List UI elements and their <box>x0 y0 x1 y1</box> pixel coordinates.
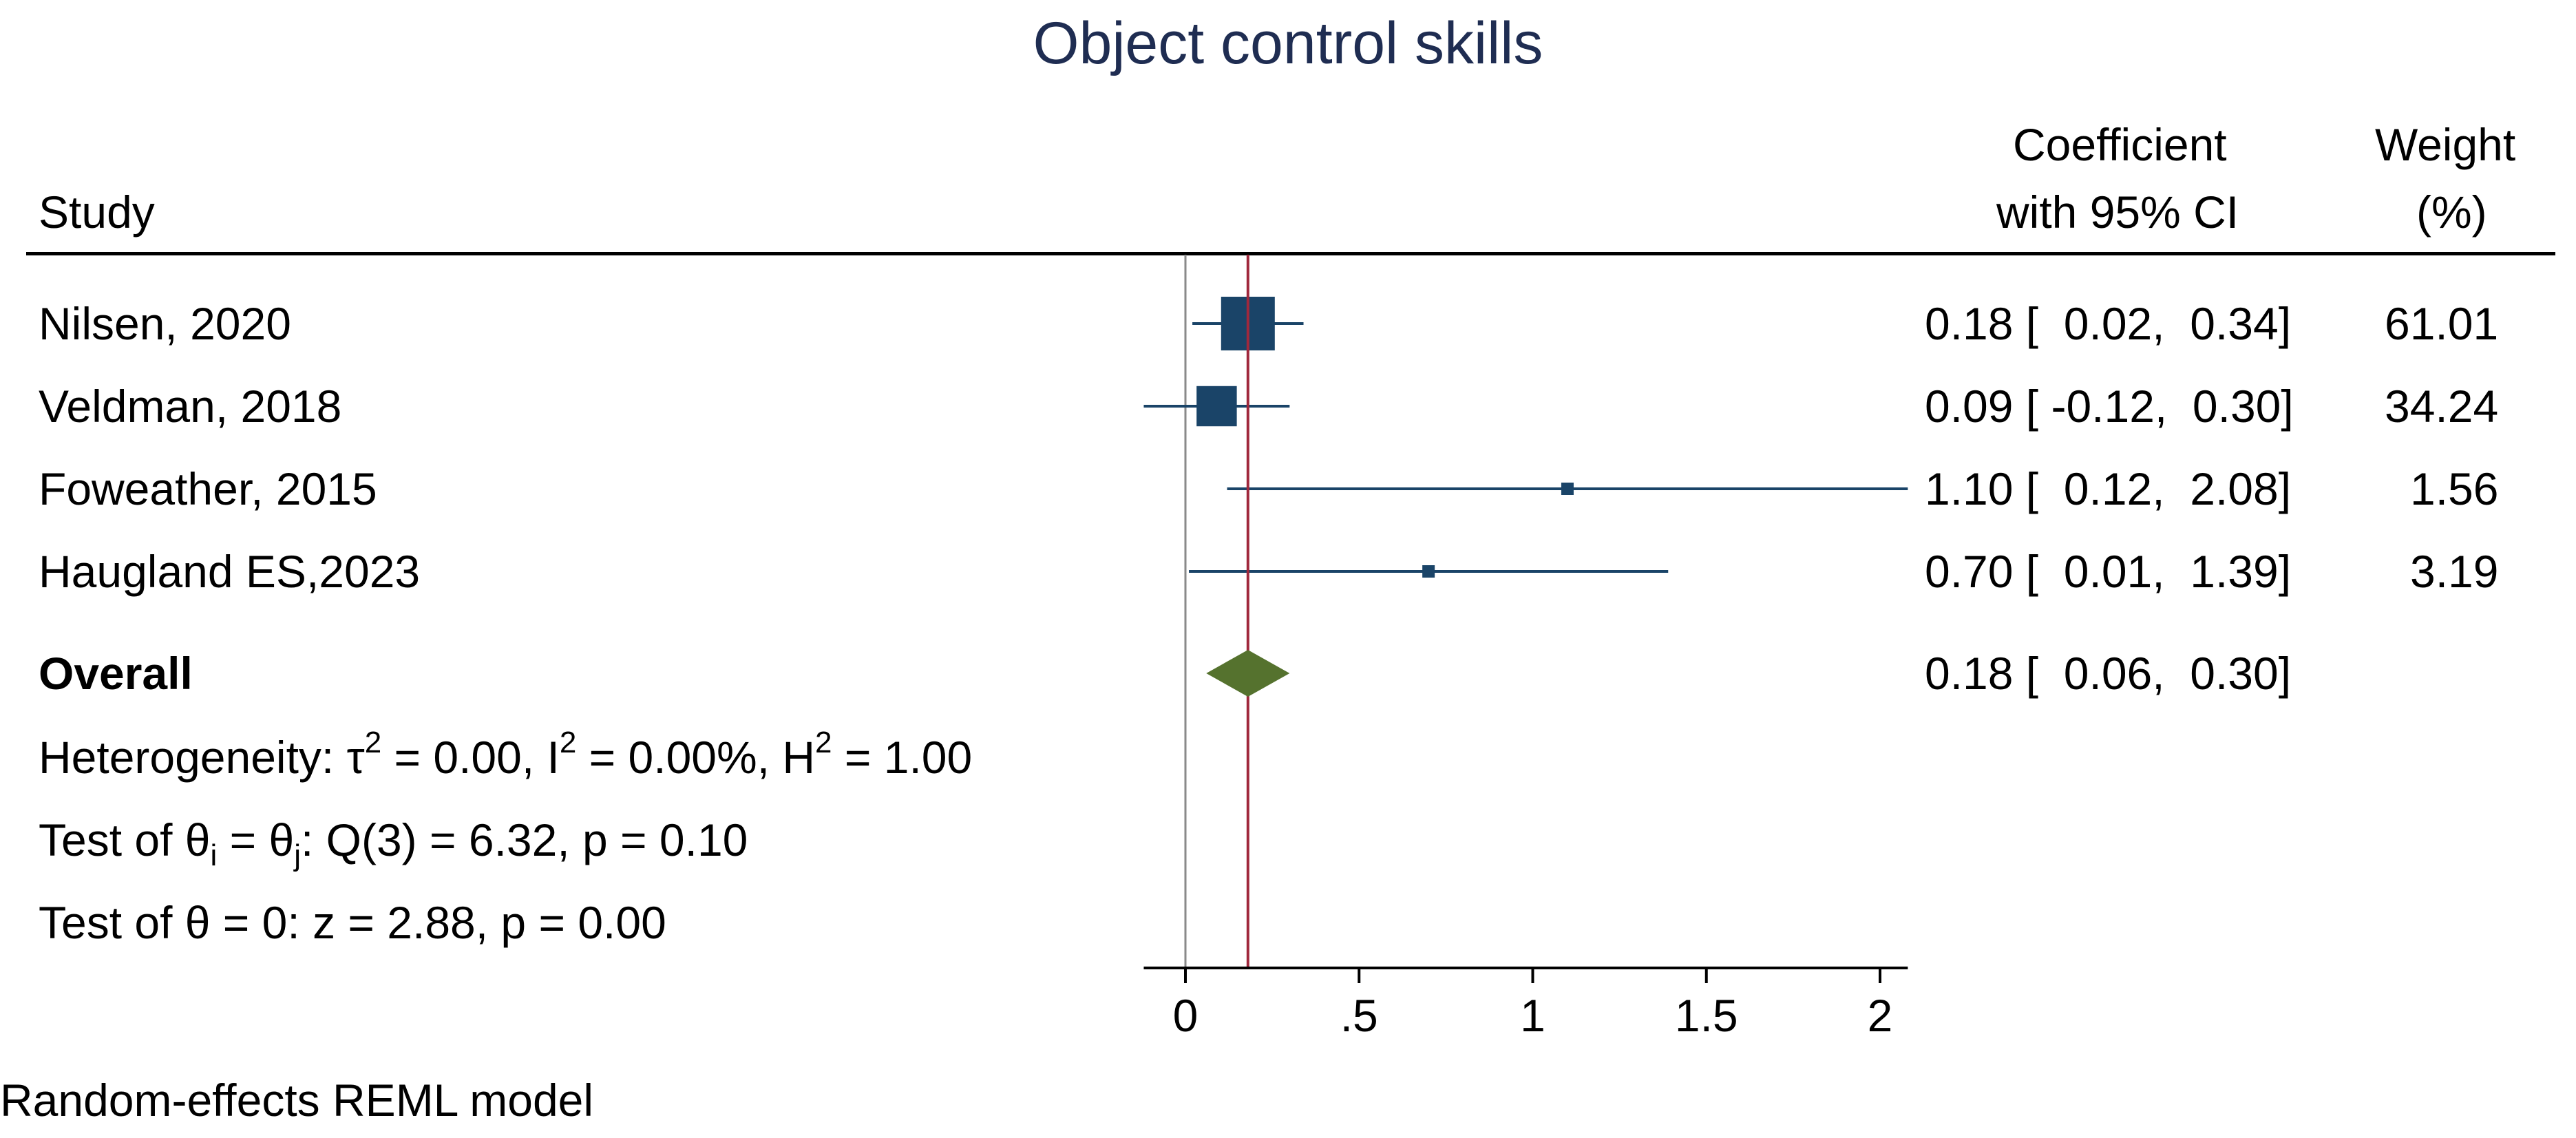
ci-text-foweather: 1.10 [ 0.12, 2.08] <box>1925 463 2292 514</box>
x-tick-label: 1 <box>1520 990 1545 1041</box>
weight-veldman: 34.24 <box>2385 381 2499 432</box>
test-theta-ij-text: Test of θi = θj: Q(3) = 6.32, p = 0.10 <box>39 814 748 872</box>
study-label-haugland: Haugland ES,2023 <box>39 546 421 597</box>
overall-label: Overall <box>39 648 193 699</box>
x-tick-label: 1.5 <box>1675 990 1738 1041</box>
overall-diamond <box>1206 650 1290 697</box>
header-study: Study <box>39 187 155 238</box>
x-tick-label: 0 <box>1173 990 1199 1041</box>
header-coefficient: Coefficient <box>2013 119 2227 170</box>
ci-text-haugland: 0.70 [ 0.01, 1.39] <box>1925 546 2292 597</box>
weight-foweather: 1.56 <box>2410 463 2499 514</box>
study-label-foweather: Foweather, 2015 <box>39 463 377 514</box>
x-tick-label: 2 <box>1868 990 1893 1041</box>
study-marker <box>1196 386 1237 427</box>
study-marker <box>1422 565 1435 578</box>
header-ci: with 95% CI <box>1996 187 2239 238</box>
weight-haugland: 3.19 <box>2410 546 2499 597</box>
ci-text-nilsen: 0.18 [ 0.02, 0.34] <box>1925 298 2292 349</box>
study-marker <box>1561 483 1574 495</box>
header-weight-unit: (%) <box>2416 187 2487 238</box>
heterogeneity-text: Heterogeneity: τ2 = 0.00, I2 = 0.00%, H2… <box>39 726 973 783</box>
header-weight: Weight <box>2375 119 2516 170</box>
study-label-veldman: Veldman, 2018 <box>39 381 342 432</box>
test-theta-zero-text: Test of θ = 0: z = 2.88, p = 0.00 <box>39 897 666 948</box>
chart-title: Object control skills <box>1033 10 1543 76</box>
header-rule <box>26 252 2555 255</box>
ci-text-overall: 0.18 [ 0.06, 0.30] <box>1925 648 2292 699</box>
model-footer: Random-effects REML model <box>0 1075 594 1126</box>
x-tick-label: .5 <box>1340 990 1378 1041</box>
study-label-nilsen: Nilsen, 2020 <box>39 298 291 349</box>
weight-nilsen: 61.01 <box>2385 298 2499 349</box>
ci-text-veldman: 0.09 [ -0.12, 0.30] <box>1925 381 2294 432</box>
